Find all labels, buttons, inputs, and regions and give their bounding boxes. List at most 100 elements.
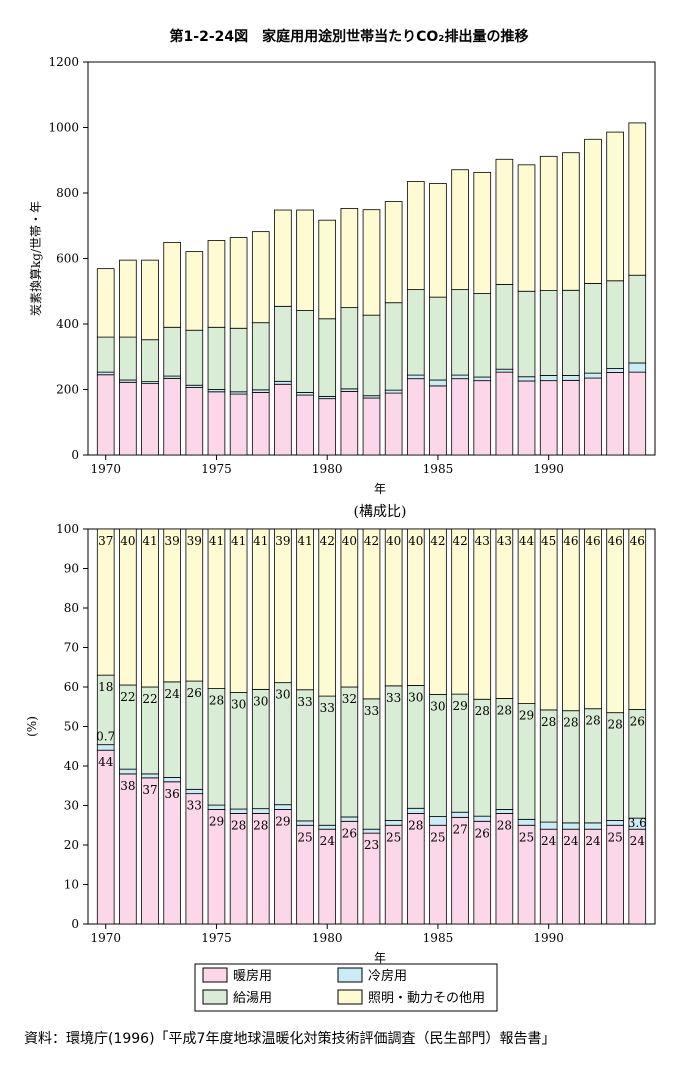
chart2-bar-cooling-1981: [340, 816, 359, 822]
chart2-data-label-lighting-1976: 41: [231, 534, 246, 548]
chart2-bar-cooling-1979: [296, 820, 314, 826]
chart1-bar-lighting-1986: [451, 169, 469, 291]
chart2-data-label-lighting-1987: 43: [475, 534, 490, 548]
chart1-bar-hotwater-1987: [473, 293, 492, 378]
chart2-bar-lighting-1980: [318, 528, 337, 697]
chart2-y-tick-label: 0: [71, 917, 79, 931]
chart1-bar-lighting-1987: [473, 171, 492, 294]
chart2-data-label-heating-1973: 36: [165, 787, 180, 801]
chart1-bar-hotwater-1992: [584, 282, 602, 374]
chart2-data-label-hotwater-1986: 29: [452, 699, 467, 713]
chart2-bar-cooling-1993: [606, 820, 624, 826]
chart2-data-label-hotwater-1978: 30: [275, 688, 290, 702]
chart2-bar-cooling-1976: [229, 808, 248, 814]
chart2-data-label-heating-1983: 25: [386, 830, 401, 844]
chart2-bar-cooling-1972: [141, 773, 159, 779]
chart2-x-tick-label: 1985: [423, 931, 454, 945]
chart2-bar-cooling-1984: [406, 807, 425, 814]
chart1-bar-cooling-1984: [406, 374, 425, 380]
chart2-data-label-hotwater-1988: 28: [497, 703, 512, 717]
chart1-bar-hotwater-1979: [296, 310, 314, 393]
chart2-bar-lighting-1983: [384, 528, 403, 687]
chart2-data-label-lighting-1983: 40: [386, 534, 401, 548]
chart2-x-axis-label: 年: [374, 951, 386, 965]
chart2-bar-lighting-1988: [495, 528, 514, 699]
chart2-x-tick-label: 1975: [201, 931, 232, 945]
chart2-y-tick-label: 70: [64, 641, 79, 655]
chart2-bar-cooling-1987: [473, 815, 492, 822]
chart2-y-tick-label: 30: [64, 799, 79, 813]
chart1-bar-heating-1984: [406, 378, 425, 456]
chart1-bar-cooling-1983: [384, 389, 403, 394]
chart1-bar-cooling-1986: [451, 374, 469, 380]
chart1-x-tick-label: 1980: [312, 462, 343, 476]
chart2-bar-heating-1970: [96, 749, 115, 925]
chart2-bar-lighting-1987: [473, 528, 492, 700]
chart2-data-label-hotwater-1994: 26: [630, 715, 645, 729]
chart2-data-label-heating-1991: 24: [563, 834, 579, 848]
chart2-data-label-lighting-1977: 41: [253, 534, 268, 548]
legend-swatch-cooling: [337, 967, 363, 983]
chart1-bar-heating-1972: [141, 383, 159, 456]
chart2-bar-cooling-1974: [185, 788, 204, 795]
chart2-data-label-hotwater-1982: 33: [364, 704, 379, 718]
chart2-data-label-hotwater-1984: 30: [408, 690, 423, 704]
chart2-bar-cooling-1990: [539, 821, 558, 830]
chart2-bar-cooling-1985: [429, 816, 447, 826]
chart2-bar-lighting-1974: [185, 528, 204, 682]
chart1-bar-heating-1982: [362, 397, 381, 456]
chart2-bar-cooling-1986: [451, 811, 469, 818]
chart2-data-label-lighting-1980: 42: [320, 534, 335, 548]
chart1-bar-lighting-1988: [495, 158, 514, 285]
chart2-y-tick-label: 20: [64, 838, 79, 852]
chart2-bar-lighting-1986: [451, 528, 469, 695]
chart1-bar-lighting-1994: [628, 122, 647, 276]
chart2-data-label-heating-1988: 28: [497, 818, 512, 832]
chart1-bar-lighting-1979: [296, 209, 314, 311]
chart2-data-label-lighting-1975: 41: [209, 534, 224, 548]
chart1-bar-heating-1975: [207, 391, 226, 456]
chart2-data-label-lighting-1972: 41: [142, 534, 157, 548]
chart2-bar-lighting-1984: [406, 528, 425, 686]
chart1-bar-lighting-1992: [584, 138, 602, 284]
chart1-bar-heating-1989: [517, 380, 536, 456]
chart2-bar-lighting-1972: [141, 528, 159, 688]
chart2-y-tick-label: 100: [56, 522, 79, 536]
chart2-data-label-hotwater-1980: 33: [320, 701, 335, 715]
chart1-bar-hotwater-1988: [495, 283, 514, 370]
chart2-data-label-lighting-1982: 42: [364, 534, 379, 548]
chart1-y-tick-label: 1000: [48, 121, 79, 135]
chart2-data-label-lighting-1974: 39: [187, 534, 202, 548]
chart2-y-tick-label: 60: [64, 680, 79, 694]
chart2-bar-lighting-1989: [517, 528, 536, 704]
chart2-bar-hotwater-1979: [296, 689, 314, 822]
chart2-data-label-heating-1979: 25: [297, 830, 312, 844]
chart1-bar-heating-1971: [119, 381, 137, 456]
chart2-bar-lighting-1994: [628, 528, 647, 710]
chart2-data-label-heating-1974: 33: [187, 799, 202, 813]
chart1-x-tick-label: 1975: [201, 462, 232, 476]
chart2-data-label-hotwater-1975: 28: [209, 694, 224, 708]
chart2-data-label-lighting-1990: 45: [541, 534, 556, 548]
chart2-y-tick-label: 80: [64, 601, 79, 615]
chart2-bar-cooling-1978: [274, 804, 292, 810]
chart1-bar-lighting-1980: [318, 219, 337, 320]
chart2-bar-hotwater-1983: [384, 685, 403, 821]
chart1-bar-hotwater-1976: [229, 327, 248, 393]
chart2-bar-lighting-1979: [296, 528, 314, 691]
chart2-bar-lighting-1982: [362, 528, 381, 700]
chart1-bar-lighting-1974: [185, 251, 204, 331]
chart2-data-label-lighting-1988: 43: [497, 534, 512, 548]
legend-label-hotwater: 給湯用: [233, 991, 272, 1006]
chart2-data-label-hotwater-1993: 28: [607, 718, 622, 732]
chart1-bar-heating-1970: [96, 374, 115, 456]
chart1-bar-heating-1990: [539, 380, 558, 456]
chart2-data-label-heating-1980: 24: [320, 834, 336, 848]
chart2-data-label-heating-1972: 37: [142, 783, 157, 797]
chart2-y-axis-label: (%): [25, 716, 39, 737]
chart2-bar-cooling-1977: [251, 808, 270, 814]
chart2-data-label-lighting-1970: 37: [98, 534, 113, 548]
chart1-bar-cooling-1993: [606, 368, 624, 373]
chart2-data-label-heating-1985: 25: [430, 830, 445, 844]
chart1-bar-heating-1994: [628, 371, 647, 456]
